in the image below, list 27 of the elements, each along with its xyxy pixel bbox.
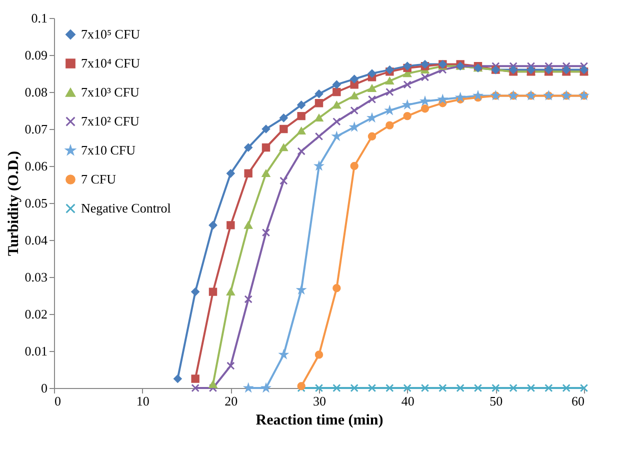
legend-label: Negative Control [81,200,172,216]
x-tick-label: 0 [54,394,61,408]
x-tick-label: 40 [401,394,414,408]
x-tick-label: 60 [572,394,584,408]
y-tick-label: 0.04 [24,232,48,248]
y-tick-label: 0.03 [24,270,48,284]
x-tick-label: 30 [313,394,326,408]
y-tick-label: 0.1 [31,10,48,26]
x-tick-label: 50 [490,394,503,408]
y-tick-label: 0.09 [24,48,48,62]
legend-label: 7x10⁵ CFU [81,26,141,42]
y-tick-label: 0.08 [24,84,48,100]
y-axis-title: Turbidity (O.D.) [6,151,22,256]
y-tick-label: 0.06 [24,158,48,174]
y-tick-label: 0.01 [24,344,48,358]
y-tick-label: 0.02 [24,306,48,322]
legend-label: 7x10 CFU [81,142,136,158]
y-tick-label: 0 [41,380,48,396]
x-tick-label: 20 [224,394,238,408]
legend-label: 7x10⁴ CFU [81,56,141,70]
y-tick-label: 0.05 [24,196,48,210]
legend-label: 7x10³ CFU [81,84,140,100]
x-tick-label: 10 [136,394,150,408]
y-tick-label: 0.07 [24,122,48,136]
legend-label: 7x10² CFU [81,114,140,128]
legend-label: 7 CFU [81,172,117,186]
x-axis-title: Reaction time (min) [256,412,384,428]
